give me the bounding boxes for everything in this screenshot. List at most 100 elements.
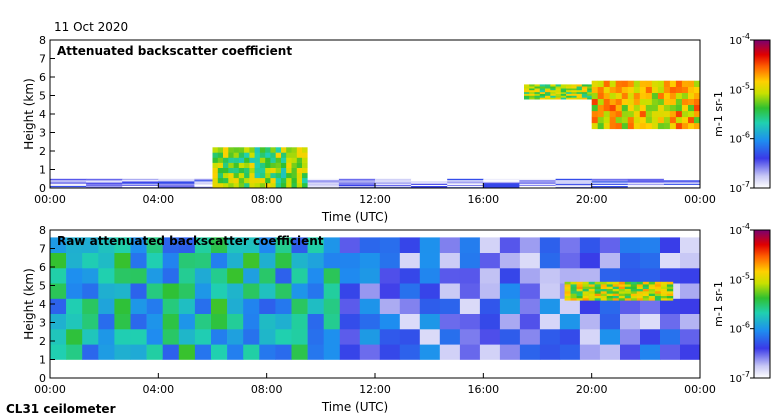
- heatmap-cell-nighttime-noise: [660, 298, 681, 314]
- heatmap-cell-elevated-layer-mid: [571, 86, 577, 89]
- heatmap-cell-elevated-layer-late: [630, 286, 638, 289]
- heatmap-cell-elevated-layer-mid: [550, 88, 556, 91]
- heatmap-cell-morning-aerosol: [233, 152, 240, 158]
- heatmap-cell-elevated-layer-late: [606, 288, 613, 292]
- heatmap-cell-elevated-layer-late: [603, 116, 610, 124]
- heatmap-cell-boundary-layer: [447, 178, 484, 181]
- heatmap-cell-daytime-noise: [66, 313, 83, 330]
- heatmap-cell-morning-aerosol: [223, 162, 229, 168]
- heatmap-cell-boundary-layer: [375, 179, 412, 182]
- heatmap-cell-elevated-layer-late: [633, 92, 641, 99]
- heatmap-cell-elevated-layer-late: [681, 98, 689, 105]
- heatmap-cell-morning-aerosol: [275, 167, 282, 174]
- x-tick-label: 00:00: [34, 193, 66, 206]
- heatmap-cell-nighttime-noise: [439, 313, 461, 330]
- heatmap-cell-elevated-layer-mid: [566, 84, 572, 87]
- heatmap-cell-elevated-layer-late: [609, 98, 616, 105]
- heatmap-cell-elevated-layer-mid: [524, 97, 530, 100]
- heatmap-cell-elevated-layer-mid: [539, 95, 546, 98]
- heatmap-cell-morning-aerosol: [249, 152, 255, 158]
- heatmap-cell-elevated-layer-late: [627, 98, 635, 105]
- heatmap-cell-boundary-layer: [483, 184, 520, 186]
- heatmap-cell-nighttime-noise: [620, 237, 641, 253]
- heatmap-cell-morning-aerosol: [217, 167, 224, 174]
- heatmap-cell-morning-aerosol: [238, 177, 245, 184]
- heatmap-cell-elevated-layer-late: [645, 98, 653, 105]
- heatmap-cell-morning-aerosol: [228, 147, 234, 153]
- heatmap-cell-daytime-noise: [114, 313, 131, 330]
- heatmap-cell-boundary-layer: [411, 181, 448, 183]
- heatmap-cell-morning-aerosol: [217, 157, 224, 163]
- heatmap-cell-elevated-layer-late: [591, 110, 598, 118]
- heatmap-cell-morning-aerosol: [223, 177, 229, 184]
- heatmap-cell-morning-aerosol: [212, 172, 219, 179]
- heatmap-cell-boundary-layer: [86, 184, 123, 186]
- heatmap-cell-elevated-layer-mid: [571, 95, 577, 98]
- heatmap-cell-elevated-layer-late: [669, 86, 677, 93]
- heatmap-cell-elevated-layer-mid: [539, 86, 546, 89]
- heatmap-cell-morning-aerosol: [233, 182, 240, 189]
- panel-raw: Raw attenuated backscatter coefficient 0…: [22, 222, 771, 414]
- heatmap-cell-nighttime-noise: [379, 237, 401, 253]
- heatmap-cell-nighttime-noise: [660, 252, 681, 269]
- heatmap-cell-elevated-layer-late: [603, 110, 610, 118]
- heatmap-cell-elevated-layer-mid: [550, 84, 556, 87]
- heatmap-cell-morning-aerosol: [291, 172, 298, 179]
- heatmap-cell-morning-aerosol: [244, 167, 250, 174]
- heatmap-cell-elevated-layer-mid: [529, 86, 535, 89]
- heatmap-cell-morning-aerosol: [244, 162, 250, 168]
- heatmap-cell-elevated-layer-mid: [576, 90, 583, 93]
- heatmap-cell-daytime-noise: [162, 267, 180, 284]
- heatmap-cell-nighttime-noise: [479, 329, 501, 345]
- heatmap-cell-nighttime-noise: [599, 252, 621, 269]
- heatmap-cell-elevated-layer-late: [582, 293, 589, 296]
- heatmap-cell-morning-aerosol: [244, 177, 250, 184]
- heatmap-cell-elevated-layer-late: [594, 288, 601, 292]
- heatmap-cell-nighttime-noise: [479, 344, 501, 360]
- heatmap-cell-elevated-layer-mid: [587, 95, 593, 98]
- heatmap-cell-daytime-noise: [211, 329, 228, 345]
- heatmap-cell-morning-aerosol: [223, 152, 229, 158]
- heatmap-cell-nighttime-noise: [459, 298, 481, 314]
- heatmap-cell-daytime-noise: [114, 344, 131, 360]
- heatmap-cell-daytime-noise: [323, 252, 341, 269]
- x-tick-label: 20:00: [576, 383, 608, 396]
- heatmap-cell-elevated-layer-late: [582, 288, 589, 292]
- heatmap-cell-nighttime-noise: [559, 267, 581, 284]
- heatmap-cell-elevated-layer-late: [645, 104, 653, 112]
- heatmap-cell-elevated-layer-late: [642, 293, 650, 296]
- heatmap-cell-daytime-noise: [82, 313, 99, 330]
- heatmap-cell-daytime-noise: [323, 313, 341, 330]
- heatmap-cell-daytime-noise: [194, 252, 212, 269]
- heatmap-cell-elevated-layer-late: [681, 92, 689, 99]
- heatmap-cell-nighttime-noise: [359, 237, 381, 253]
- heatmap-cell-daytime-noise: [178, 329, 196, 345]
- heatmap-cell-elevated-layer-mid: [545, 95, 551, 98]
- heatmap-cell-daytime-noise: [194, 344, 212, 360]
- heatmap-cell-nighttime-noise: [459, 329, 481, 345]
- heatmap-cell-elevated-layer-late: [624, 286, 632, 289]
- heatmap-cell-elevated-layer-mid: [539, 88, 546, 91]
- heatmap-cell-boundary-layer: [375, 182, 412, 184]
- heatmap-cell-daytime-noise: [211, 298, 228, 314]
- heatmap-cell-elevated-layer-late: [600, 284, 607, 287]
- heatmap-cell-elevated-layer-late: [570, 291, 577, 294]
- heatmap-cell-elevated-layer-late: [654, 298, 662, 301]
- heatmap-cell-elevated-layer-late: [669, 104, 677, 112]
- heatmap-cell-elevated-layer-late: [621, 80, 629, 87]
- heatmap-cell-morning-aerosol: [249, 177, 255, 184]
- heatmap-cell-nighttime-noise: [519, 283, 541, 299]
- heatmap-cell-morning-aerosol: [275, 182, 282, 189]
- x-axis-label: Time (UTC): [321, 210, 388, 224]
- heatmap-cell-nighttime-noise: [680, 252, 701, 269]
- heatmap-cells: [50, 80, 701, 189]
- heatmap-cell-elevated-layer-late: [657, 98, 665, 105]
- heatmap-cell-elevated-layer-late: [564, 286, 571, 289]
- heatmap-cell-elevated-layer-late: [600, 288, 607, 292]
- heatmap-cell-elevated-layer-late: [564, 281, 571, 285]
- heatmap-cell-elevated-layer-late: [597, 110, 604, 118]
- heatmap-cell-elevated-layer-late: [627, 104, 635, 112]
- heatmap-cell-elevated-layer-late: [618, 288, 626, 292]
- heatmap-cell-elevated-layer-mid: [529, 95, 535, 98]
- heatmap-cell-morning-aerosol: [217, 172, 224, 179]
